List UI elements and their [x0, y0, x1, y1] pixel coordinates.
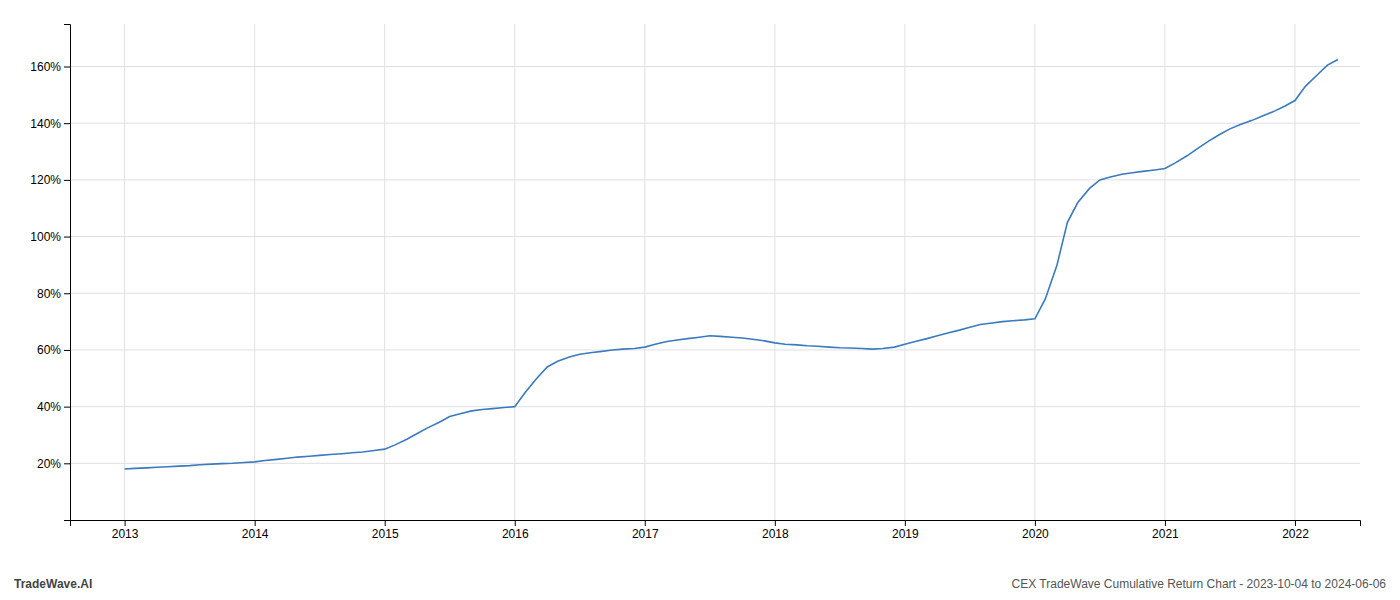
y-tick: 80%: [37, 287, 70, 301]
grid-line-x: [1164, 24, 1165, 520]
y-tick: 120%: [30, 173, 70, 187]
y-tick-mark: [64, 407, 70, 408]
y-tick: 160%: [30, 60, 70, 74]
grid-line-y: [70, 236, 1360, 237]
grid-line-x: [644, 24, 645, 520]
x-tick: 2016: [502, 520, 529, 541]
grid-line-y: [70, 406, 1360, 407]
x-tick: 2021: [1152, 520, 1179, 541]
y-tick: 40%: [37, 400, 70, 414]
footer-right: CEX TradeWave Cumulative Return Chart - …: [1012, 577, 1387, 591]
x-tick-mark: [1035, 520, 1036, 526]
grid: [70, 24, 1360, 520]
x-tick-mark: [1165, 520, 1166, 526]
x-tick-mark: [255, 520, 256, 526]
x-tick-label: 2015: [372, 527, 399, 541]
x-tick-mark: [775, 520, 776, 526]
x-tick: 2013: [112, 520, 139, 541]
x-tick-mark: [125, 520, 126, 526]
x-axis-line: [71, 521, 1361, 527]
y-tick-mark: [64, 237, 70, 238]
grid-line-x: [1034, 24, 1035, 520]
y-tick-mark: [64, 67, 70, 68]
grid-line-y: [70, 293, 1360, 294]
marks: [125, 59, 1338, 469]
x-tick-mark: [905, 520, 906, 526]
footer-left: TradeWave.AI: [14, 577, 92, 591]
y-tick-label: 40%: [37, 400, 61, 414]
x-tick: 2019: [892, 520, 919, 541]
x-tick-mark: [515, 520, 516, 526]
line: [125, 59, 1338, 469]
plot-area: 2013 2014 2015 2016 2017 2018 2019 2020 2021 2022…: [30, 24, 1360, 541]
y-tick-label: 140%: [30, 117, 61, 131]
grid-line-x: [774, 24, 775, 520]
x-tick-label: 2018: [762, 527, 789, 541]
x-tick-mark: [1295, 520, 1296, 526]
y-tick-mark: [64, 350, 70, 351]
x-tick: 2018: [762, 520, 789, 541]
x-tick-label: 2016: [502, 527, 529, 541]
grid-line-y: [70, 463, 1360, 464]
grid-line-x: [1294, 24, 1295, 520]
y-tick-mark: [64, 123, 70, 124]
grid-line-x: [124, 24, 125, 520]
y-tick-mark: [64, 180, 70, 181]
grid-line-y: [70, 123, 1360, 124]
grid-line-y: [70, 179, 1360, 180]
y-tick-label: 120%: [30, 173, 61, 187]
grid-line-x: [384, 24, 385, 520]
grid-line-y: [70, 349, 1360, 350]
x-tick-label: 2017: [632, 527, 659, 541]
grid-line-x: [904, 24, 905, 520]
x-tick: 2022: [1282, 520, 1309, 541]
y-tick-label: 100%: [30, 230, 61, 244]
y-tick-label: 80%: [37, 287, 61, 301]
y-tick: 60%: [37, 343, 70, 357]
x-tick: 2014: [242, 520, 269, 541]
x-tick-mark: [645, 520, 646, 526]
y-axis-line: [64, 25, 71, 521]
x-tick: 2017: [632, 520, 659, 541]
x-tick: 2015: [372, 520, 399, 541]
y-tick-label: 20%: [37, 457, 61, 471]
grid-line-x: [254, 24, 255, 520]
grid-line-x: [514, 24, 515, 520]
y-axis: 20% 40% 60% 80% 100% 120% 140% 160%: [30, 25, 70, 521]
x-tick-label: 2020: [1022, 527, 1049, 541]
x-tick-mark: [385, 520, 386, 526]
x-tick-label: 2021: [1152, 527, 1179, 541]
y-tick: 20%: [37, 457, 70, 471]
x-tick-label: 2014: [242, 527, 269, 541]
x-tick-label: 2022: [1282, 527, 1309, 541]
chart-svg: 2013 2014 2015 2016 2017 2018 2019 2020 2021 2022…: [0, 0, 1400, 600]
y-tick-label: 160%: [30, 60, 61, 74]
x-tick: 2020: [1022, 520, 1049, 541]
y-tick: 100%: [30, 230, 70, 244]
x-axis: 2013 2014 2015 2016 2017 2018 2019 2020 2021 2022: [71, 520, 1361, 541]
x-tick-label: 2013: [112, 527, 139, 541]
y-tick-label: 60%: [37, 343, 61, 357]
x-tick-label: 2019: [892, 527, 919, 541]
y-tick-mark: [64, 293, 70, 294]
y-tick: 140%: [30, 117, 70, 131]
y-tick-mark: [64, 463, 70, 464]
chart-container: 2013 2014 2015 2016 2017 2018 2019 2020 2021 2022…: [0, 0, 1400, 600]
grid-line-y: [70, 66, 1360, 67]
